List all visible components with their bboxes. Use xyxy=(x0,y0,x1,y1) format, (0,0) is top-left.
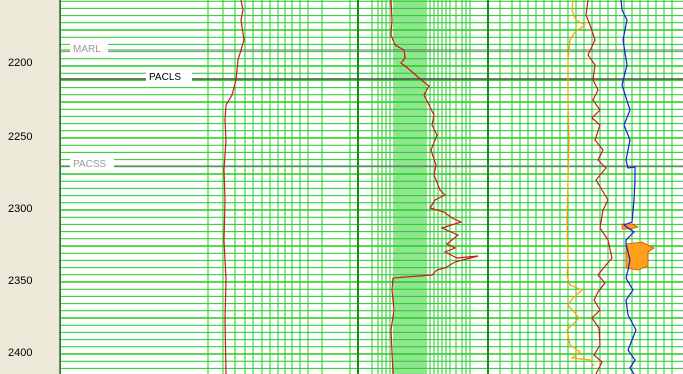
track3-shaded-fill-2 xyxy=(625,241,655,271)
track2-red-curve xyxy=(390,0,479,374)
depth-label-2200: 2200 xyxy=(8,57,33,69)
track1-red-curve xyxy=(223,0,245,374)
track-grid xyxy=(60,0,683,374)
track3-shaded-fill xyxy=(621,223,640,230)
depth-label-2400: 2400 xyxy=(8,347,33,359)
formation-markers: MARL PACLS PACSS xyxy=(60,42,683,170)
log-curves xyxy=(223,0,655,374)
track3-red-curve xyxy=(585,0,613,374)
depth-label-2350: 2350 xyxy=(8,275,33,287)
track3-blue-curve xyxy=(620,0,637,374)
log-tracks-canvas[interactable]: MARL PACLS PACSS xyxy=(60,0,683,374)
depth-label-2300: 2300 xyxy=(8,203,33,215)
marker-label-marl: MARL xyxy=(73,44,101,55)
marl-label-bg xyxy=(70,42,108,54)
track3-orange-curve xyxy=(566,0,595,367)
pacls-label-bg xyxy=(146,70,192,83)
marker-label-pacls: PACLS xyxy=(149,72,181,83)
depth-axis: 2200 2250 2300 2350 2400 xyxy=(0,0,60,374)
pacss-label-bg xyxy=(70,157,114,169)
depth-label-2250: 2250 xyxy=(8,131,33,143)
marker-label-pacss: PACSS xyxy=(73,159,106,170)
